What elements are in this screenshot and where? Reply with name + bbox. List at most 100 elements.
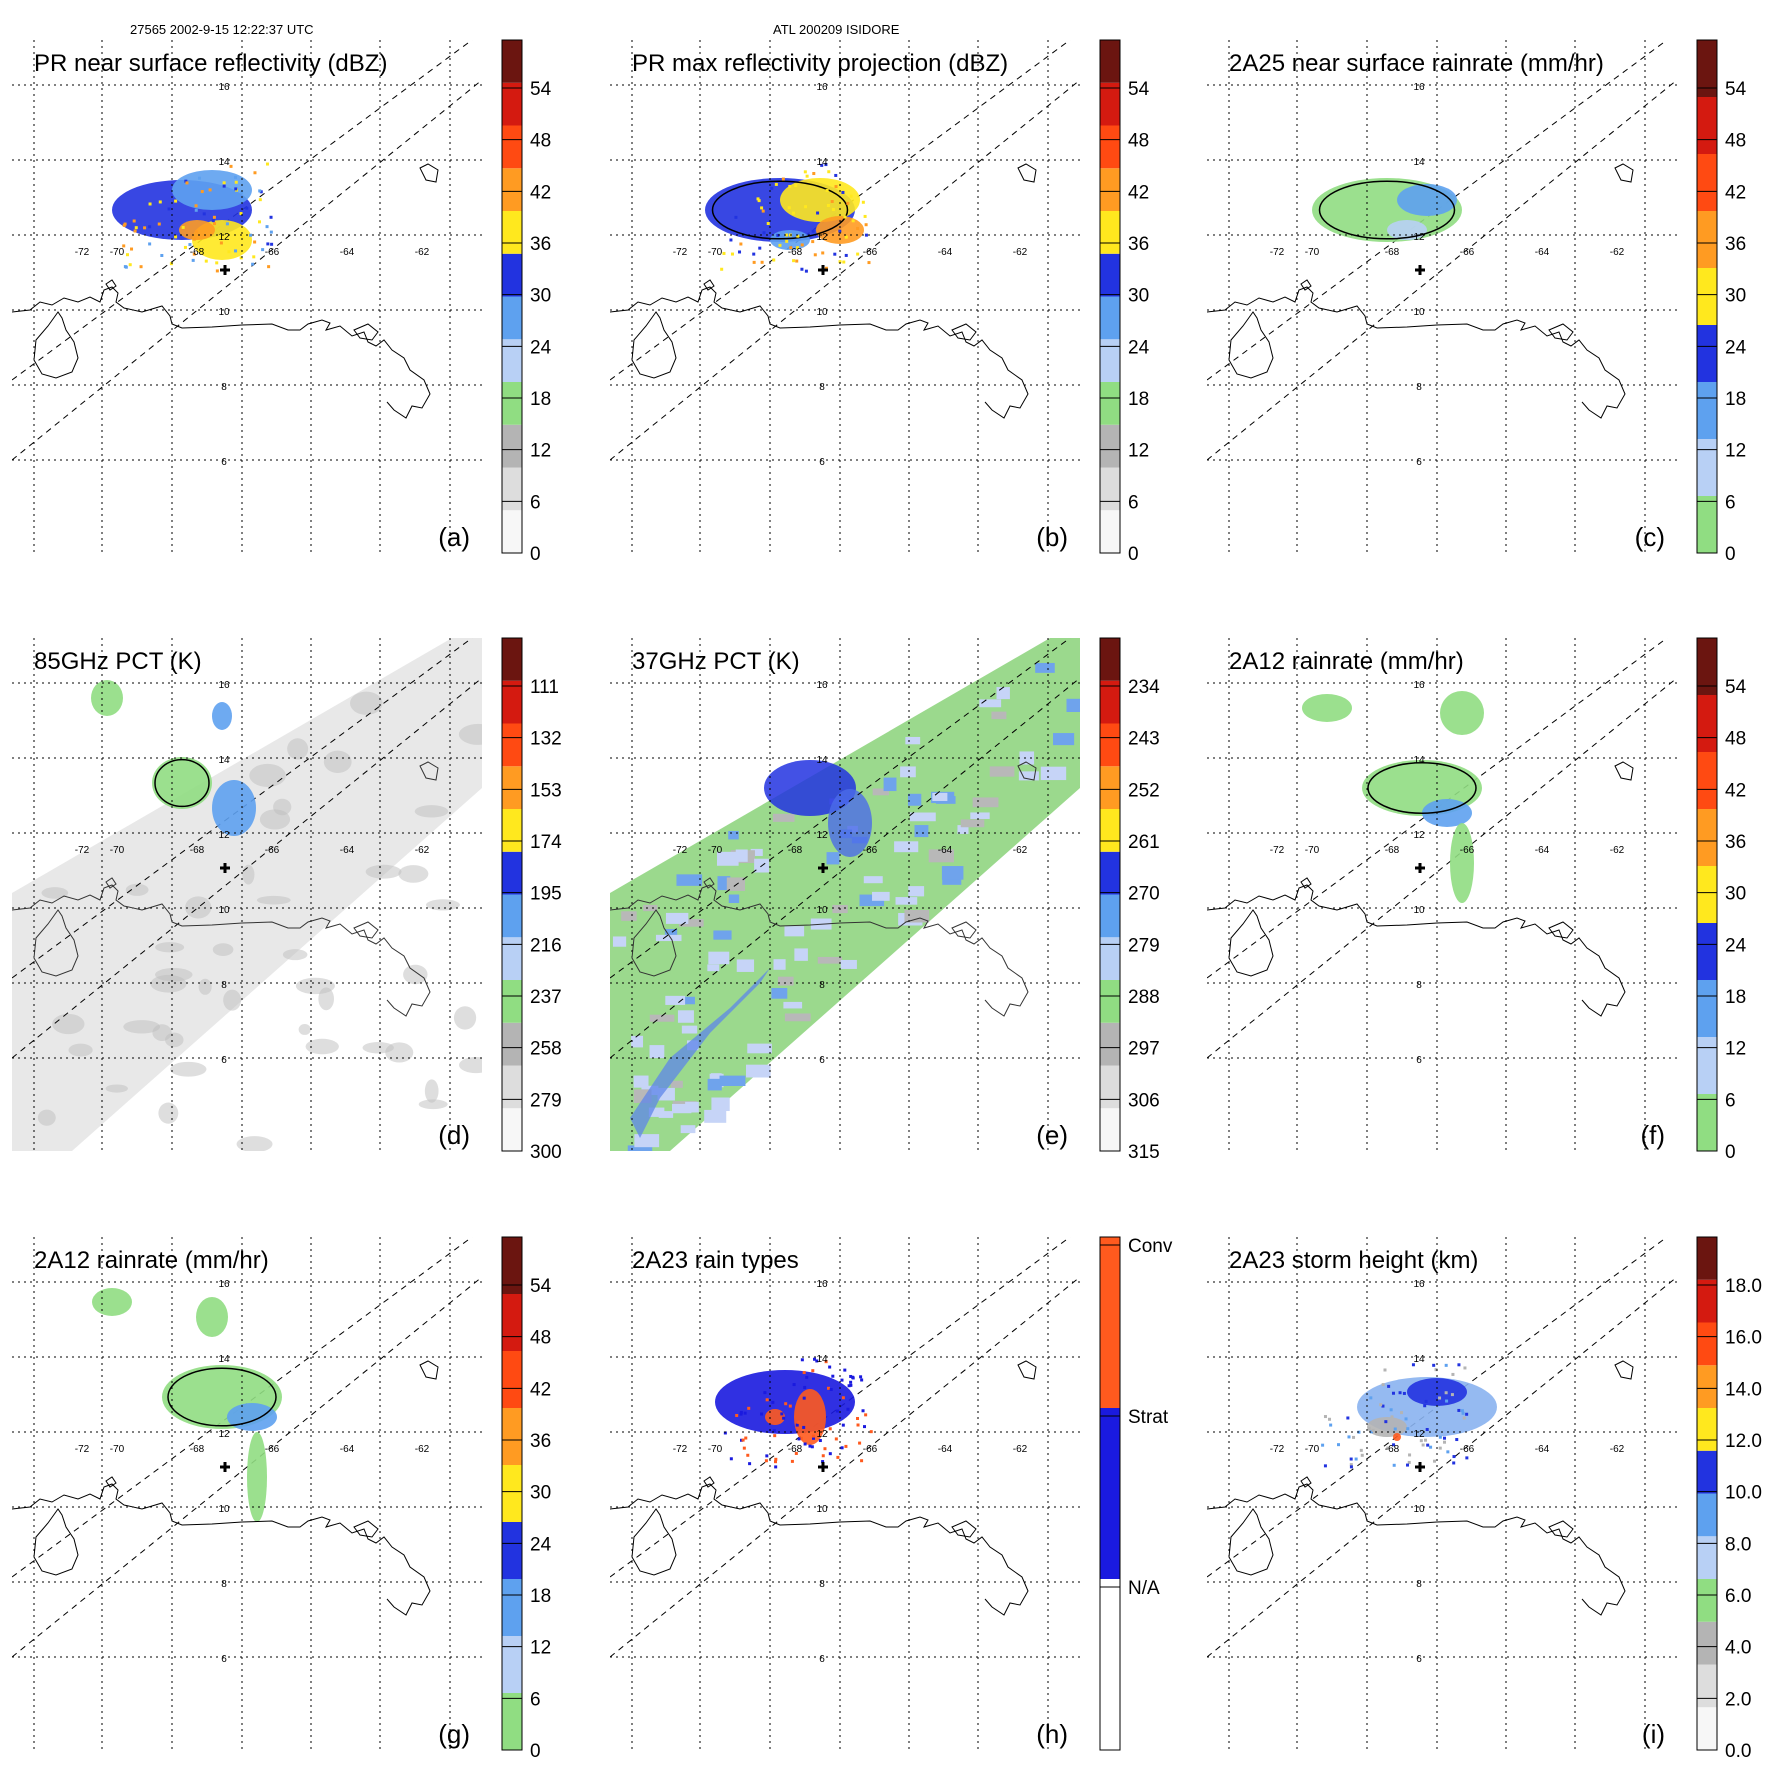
precip-pixel: [797, 1420, 801, 1424]
precip-pixel: [821, 251, 825, 255]
precip-pixel: [796, 234, 800, 238]
lat-label: 6: [1416, 457, 1422, 468]
precip-pixel: [828, 1427, 832, 1431]
storm-center-icon: [1415, 265, 1425, 275]
colorbar-tick-label: 48: [1128, 131, 1149, 152]
precip-pixel: [192, 252, 196, 256]
precip-pixel: [825, 188, 829, 192]
pct-cell: [957, 825, 969, 834]
panel-label: (e): [1036, 1120, 1068, 1150]
colorbar-tick-label: 54: [1725, 677, 1747, 698]
colorbar-segment: [502, 937, 522, 980]
colorbar-segment: [502, 125, 522, 169]
pct-cell: [784, 926, 805, 937]
precip-pixel: [213, 222, 217, 226]
pct-cell: [664, 928, 678, 940]
lat-label: 12: [816, 232, 828, 243]
lon-label: -66: [1460, 845, 1475, 856]
precip-pixel: [251, 262, 255, 266]
lat-label: 8: [1416, 1579, 1422, 1590]
precip-pixel: [1444, 1391, 1448, 1395]
colorbar-segment: [502, 40, 522, 83]
pct-texture: [282, 949, 308, 961]
pct-cell: [627, 1145, 653, 1151]
precip-echo: [1302, 694, 1352, 722]
lat-label: 16: [218, 1279, 230, 1290]
panel-title: 2A25 near surface rainrate (mm/hr): [1229, 50, 1604, 77]
lat-label: 14: [218, 157, 230, 168]
coastline-island: [419, 163, 439, 183]
precip-pixel: [765, 1398, 769, 1402]
colorbar-tick-label: 12: [530, 1638, 551, 1659]
coastline-island: [703, 877, 715, 889]
pct-cell: [728, 830, 739, 840]
lat-label: 14: [1413, 1354, 1425, 1365]
colorbar-tick-label: 42: [1725, 182, 1746, 203]
coastline-island: [353, 1520, 379, 1538]
pct-texture: [41, 887, 69, 899]
colorbar-tick-label: 54: [1128, 79, 1150, 100]
pct-cell: [895, 897, 918, 905]
precip-pixel: [160, 253, 164, 257]
lat-label: 14: [218, 755, 230, 766]
precip-pixel: [788, 1404, 792, 1408]
precip-pixel: [729, 1457, 733, 1461]
lon-label: -72: [673, 1444, 688, 1455]
colorbar-segment: [1697, 1621, 1717, 1665]
precip-echo: [247, 1432, 267, 1522]
precip-pixel: [821, 1460, 825, 1464]
map-plot: -72 -70 -68 -66 -64 -62 16 14 12 10 8 6: [1207, 638, 1677, 1151]
precip-pixel: [1354, 1457, 1358, 1461]
precip-pixel: [797, 1437, 801, 1441]
colorbar-segment: [1100, 980, 1120, 1023]
swath-edge-line: [610, 1276, 1080, 1658]
pct-texture: [385, 1042, 414, 1063]
colorbar-segment: [1697, 154, 1717, 211]
colorbar-tick-label: 54: [1725, 79, 1747, 100]
pct-cell: [716, 851, 739, 866]
pct-cell: [747, 1043, 772, 1054]
swath-edge-line: [12, 79, 482, 461]
pct-texture: [170, 1061, 207, 1077]
precip-pixel: [802, 1396, 806, 1400]
precip-pixel: [739, 1412, 743, 1416]
pct-texture: [68, 1043, 93, 1057]
pct-cell: [719, 1075, 746, 1086]
colorbar-segment: [502, 1465, 522, 1522]
lat-label: 14: [1413, 157, 1425, 168]
precip-echo: [765, 1409, 785, 1425]
precip-pixel: [785, 239, 789, 243]
precip-pixel: [849, 194, 853, 198]
lon-label: -62: [415, 247, 430, 258]
precip-pixel: [851, 1375, 855, 1379]
colorbar-tick-label: 36: [1725, 832, 1746, 853]
lon-label: -66: [265, 845, 280, 856]
precip-pixel: [787, 206, 791, 210]
colorbar-tick-label: 36: [530, 1431, 551, 1452]
pct-cell: [670, 1080, 683, 1088]
colorbar-segment: [1697, 496, 1717, 553]
map-plot: -72 -70 -68 -66 -64 -62 16 14 12 10 8 6: [12, 638, 482, 1151]
contour-line: [1318, 180, 1456, 240]
precip-pixel: [864, 233, 868, 237]
lat-label: 12: [1413, 232, 1425, 243]
colorbar-segment: [502, 296, 522, 340]
precip-pixel: [222, 181, 226, 185]
lon-label: -68: [788, 845, 803, 856]
precip-pixel: [823, 1447, 827, 1451]
lat-label: 10: [1413, 905, 1425, 916]
coastline-island: [951, 1520, 977, 1538]
precip-pixel: [741, 1438, 745, 1442]
pct-texture: [426, 899, 460, 911]
pct-texture: [249, 763, 286, 788]
lat-label: 16: [1413, 82, 1425, 93]
precip-pixel: [756, 197, 760, 201]
precip-pixel: [1367, 1426, 1371, 1430]
swath-edge-line: [610, 677, 1080, 1059]
precip-pixel: [820, 163, 824, 167]
storm-center-icon: [818, 863, 828, 873]
precip-pixel: [219, 234, 223, 238]
coastline: [610, 884, 1029, 1017]
precip-pixel: [1386, 1446, 1390, 1450]
pct-cell: [634, 1134, 660, 1148]
